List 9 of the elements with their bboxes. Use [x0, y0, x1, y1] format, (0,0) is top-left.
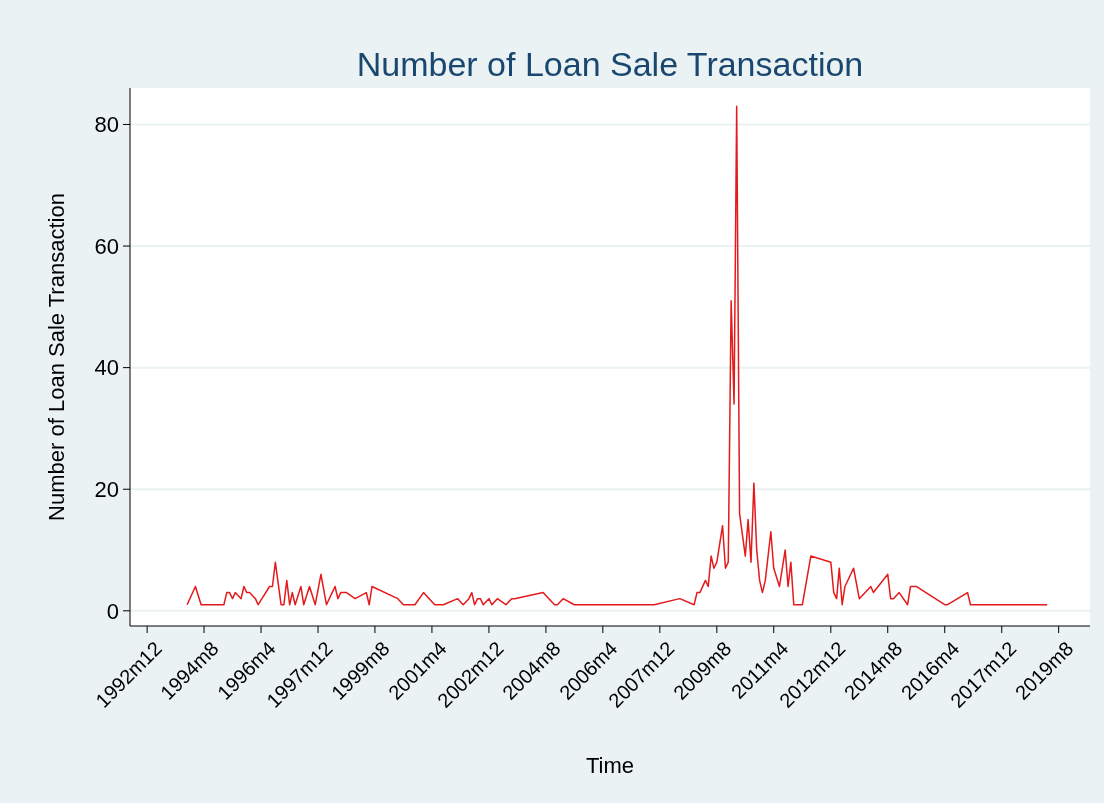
- y-tick-label: 0: [106, 598, 119, 624]
- y-axis-title: Number of Loan Sale Transaction: [44, 193, 69, 521]
- y-tick-label: 20: [94, 476, 119, 502]
- chart-title: Number of Loan Sale Transaction: [356, 45, 864, 83]
- line-series: [186, 105, 1048, 606]
- y-tick-label: 60: [94, 233, 119, 259]
- y-tick-label: 80: [94, 112, 119, 138]
- x-axis-title: Time: [585, 753, 635, 778]
- y-tick-label: 40: [94, 355, 119, 381]
